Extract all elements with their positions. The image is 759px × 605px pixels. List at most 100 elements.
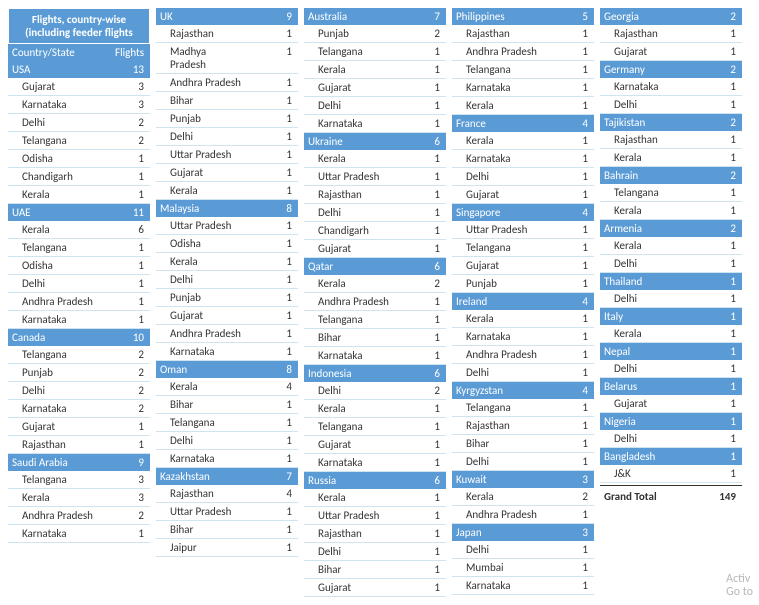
state-row: Telangana1 [452, 239, 594, 257]
state-name: Gujarat [452, 257, 544, 274]
row-count: 1 [544, 257, 594, 274]
grand-total-label: Grand Total [600, 488, 692, 505]
state-name: Gujarat [156, 164, 248, 181]
row-count: 1 [248, 396, 298, 413]
state-row: Bihar1 [156, 396, 298, 414]
row-count: 1 [396, 418, 446, 435]
col-1-body: UK9Rajasthan1Madhya Pradesh1Andhra Prade… [156, 8, 298, 557]
state-row: Kerala1 [452, 97, 594, 115]
country-name: Bangladesh [600, 448, 692, 465]
columns-container: Flights, country-wise (including feeder … [8, 8, 751, 597]
header-count: Flights [100, 44, 150, 61]
state-name: Andhra Pradesh [8, 293, 100, 310]
state-name: Gujarat [304, 79, 396, 96]
col-2-body: Australia7Punjab2Telangana1Kerala1Gujara… [304, 8, 446, 597]
row-count: 2 [100, 346, 150, 363]
state-name: Delhi [600, 255, 692, 272]
state-row: Uttar Pradesh1 [304, 507, 446, 525]
country-row: Indonesia6 [304, 365, 446, 382]
country-row: Nepal1 [600, 343, 742, 360]
state-row: Karnataka1 [452, 577, 594, 595]
row-count: 3 [100, 489, 150, 506]
state-row: Rajasthan1 [600, 25, 742, 43]
row-count: 1 [100, 257, 150, 274]
state-row: Madhya Pradesh1 [156, 43, 298, 74]
state-name: Karnataka [156, 450, 248, 467]
country-row: Belarus1 [600, 378, 742, 395]
row-count: 1 [248, 539, 298, 556]
state-name: Rajasthan [304, 186, 396, 203]
state-name: Delhi [304, 204, 396, 221]
state-name: Odisha [156, 235, 248, 252]
row-count: 1 [692, 184, 742, 201]
row-count: 1 [248, 128, 298, 145]
state-name: Telangana [452, 239, 544, 256]
state-name: Gujarat [600, 395, 692, 412]
state-row: Telangana1 [452, 61, 594, 79]
state-name: Punjab [8, 364, 100, 381]
state-name: Kerala [304, 275, 396, 292]
state-row: Delhi1 [304, 97, 446, 115]
country-name: Philippines [452, 8, 544, 25]
state-name: Karnataka [156, 343, 248, 360]
country-name: Oman [156, 361, 248, 378]
row-count: 1 [544, 150, 594, 167]
state-row: Delhi1 [600, 430, 742, 448]
row-count: 1 [692, 395, 742, 412]
row-count: 1 [692, 255, 742, 272]
state-row: Karnataka1 [8, 525, 150, 543]
row-count: 1 [692, 290, 742, 307]
country-name: Italy [600, 308, 692, 325]
state-name: Kerala [452, 488, 544, 505]
column-2: Australia7Punjab2Telangana1Kerala1Gujara… [304, 8, 446, 597]
state-name: Rajasthan [304, 525, 396, 542]
row-count: 1 [396, 115, 446, 132]
state-row: Andhra Pradesh1 [452, 506, 594, 524]
country-name: Nigeria [600, 413, 692, 430]
state-name: Karnataka [304, 454, 396, 471]
state-row: Odisha1 [8, 257, 150, 275]
col-4-body: Georgia2Rajasthan1Gujarat1Germany2Karnat… [600, 8, 742, 483]
state-name: Kerala [156, 182, 248, 199]
state-name: J&K [600, 465, 692, 482]
row-count: 1 [692, 465, 742, 482]
state-name: Kerala [304, 489, 396, 506]
state-row: Telangana3 [8, 471, 150, 489]
row-count: 2 [692, 8, 742, 25]
row-count: 1 [100, 293, 150, 310]
state-name: Rajasthan [600, 131, 692, 148]
state-name: Uttar Pradesh [304, 168, 396, 185]
row-count: 1 [396, 579, 446, 596]
state-row: Kerala1 [600, 325, 742, 343]
state-row: Karnataka1 [304, 454, 446, 472]
row-count: 9 [248, 8, 298, 25]
state-name: Delhi [600, 290, 692, 307]
country-name: Russia [304, 472, 396, 489]
state-name: Andhra Pradesh [452, 506, 544, 523]
state-name: Bihar [452, 435, 544, 452]
country-name: Germany [600, 61, 692, 78]
state-name: Jaipur [156, 539, 248, 556]
state-name: Kerala [304, 400, 396, 417]
state-name: Telangana [304, 418, 396, 435]
state-row: Kerala2 [304, 275, 446, 293]
state-name: Rajasthan [156, 25, 248, 42]
country-row: Ireland4 [452, 293, 594, 310]
state-name: Delhi [600, 96, 692, 113]
state-name: Delhi [304, 382, 396, 399]
state-name: Delhi [452, 168, 544, 185]
state-name: Karnataka [8, 525, 100, 542]
row-count: 1 [544, 559, 594, 576]
state-row: Kerala1 [452, 132, 594, 150]
row-count: 3 [100, 96, 150, 113]
state-row: Kerala2 [452, 488, 594, 506]
state-name: Odisha [8, 257, 100, 274]
country-row: Thailand1 [600, 273, 742, 290]
row-count: 1 [692, 325, 742, 342]
row-count: 1 [100, 311, 150, 328]
country-row: Georgia2 [600, 8, 742, 25]
state-name: Karnataka [8, 96, 100, 113]
row-count: 5 [544, 8, 594, 25]
row-count: 1 [544, 275, 594, 292]
row-count: 10 [100, 329, 150, 346]
